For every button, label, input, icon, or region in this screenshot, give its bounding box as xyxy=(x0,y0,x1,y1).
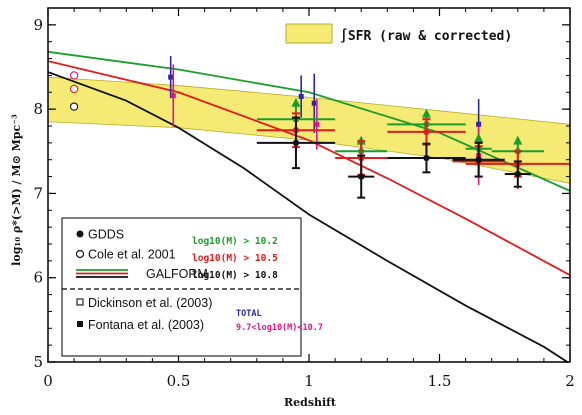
legend-galform-label: GALFORM xyxy=(146,267,208,281)
legend: GDDS Cole et al. 2001 GALFORM log10(M) >… xyxy=(61,217,323,357)
gdds-marker xyxy=(475,156,482,163)
gdds-limit-arrow xyxy=(291,97,301,107)
data-points-layer xyxy=(69,56,570,199)
legend-mass-red: log10(M) > 10.5 xyxy=(192,253,278,264)
sfr-legend: ∫SFR (raw & corrected) xyxy=(285,23,512,44)
x-tick-label: 0 xyxy=(43,372,53,390)
gdds-marker xyxy=(423,154,430,162)
fontana-point-marker xyxy=(314,121,320,127)
dickinson-point-marker xyxy=(476,121,482,127)
cole-point xyxy=(69,71,79,80)
gdds-marker xyxy=(292,139,300,147)
gdds-point-red xyxy=(387,118,466,146)
y-tick-label: 7 xyxy=(33,184,43,202)
dickinson-point xyxy=(298,75,304,118)
gdds-limit-arrow xyxy=(356,135,366,145)
galform-line-red xyxy=(48,60,570,276)
dickinson-point xyxy=(168,56,174,99)
x-tick-label: 0.5 xyxy=(167,372,191,390)
dickinson-point xyxy=(311,73,317,133)
y-tick-label: 9 xyxy=(33,16,43,34)
x-tick-label: 2 xyxy=(565,372,575,390)
gdds-point-black xyxy=(256,116,336,170)
gdds-marker xyxy=(358,173,365,180)
legend-galform-swatch xyxy=(76,269,128,278)
legend-total-label: TOTAL xyxy=(236,309,262,319)
legend-cole-label: Cole et al. 2001 xyxy=(88,248,176,262)
legend-mass-black: log10(M) > 10.8 xyxy=(192,270,278,281)
legend-fontana-marker xyxy=(77,321,83,327)
legend-fontana-label: Fontana et al. (2003) xyxy=(88,318,204,332)
legend-cole-marker xyxy=(75,249,85,259)
y-tick-label: 6 xyxy=(33,269,43,287)
legend-gdds-label: GDDS xyxy=(88,228,124,242)
cole-point xyxy=(69,102,79,111)
y-tick-label: 5 xyxy=(33,353,43,371)
sfr-legend-swatch xyxy=(285,23,333,44)
fontana-point-marker xyxy=(170,93,176,99)
legend-dickinson-label: Dickinson et al. (2003) xyxy=(88,296,212,310)
fontana-point xyxy=(170,64,176,127)
gdds-limit-arrow xyxy=(421,108,431,118)
legend-mass-green: log10(M) > 10.2 xyxy=(192,236,278,247)
dickinson-point-marker xyxy=(298,94,304,99)
y-axis-title: log₁₀ ρ*(>M) / M⊙ Mpc⁻³ xyxy=(10,114,23,266)
gdds-point-black xyxy=(452,141,505,178)
gdds-marker xyxy=(423,128,430,136)
x-tick-label: 1.5 xyxy=(428,372,452,390)
dickinson-point-marker xyxy=(311,100,317,106)
legend-gdds-marker xyxy=(76,230,84,238)
gdds-limit-arrow xyxy=(513,135,523,145)
fontana-point xyxy=(314,99,320,150)
legend-box xyxy=(61,217,302,357)
model-lines-layer xyxy=(48,50,570,362)
gdds-point-black xyxy=(387,142,466,174)
dickinson-point-marker xyxy=(168,74,174,80)
x-tick-label: 1 xyxy=(304,372,314,390)
x-axis-title: Redshift xyxy=(284,396,337,409)
y-tick-label: 8 xyxy=(33,100,43,118)
sfr-legend-label: ∫SFR (raw & corrected) xyxy=(340,28,512,44)
gdds-point-black xyxy=(504,160,531,188)
galform-line-green xyxy=(48,50,570,192)
axis-ticks-layer: 0 0.5 1 1.5 2 5 6 7 8 9 xyxy=(33,7,575,390)
gdds-limit-arrow xyxy=(474,133,484,143)
gdds-point-black xyxy=(348,154,375,199)
legend-dickinson-marker xyxy=(76,298,84,306)
cole-point xyxy=(69,84,79,94)
legend-range-label: 9.7<log10(M)<10.7 xyxy=(236,323,323,333)
gdds-marker xyxy=(514,170,521,178)
galform-line-black xyxy=(48,71,570,362)
